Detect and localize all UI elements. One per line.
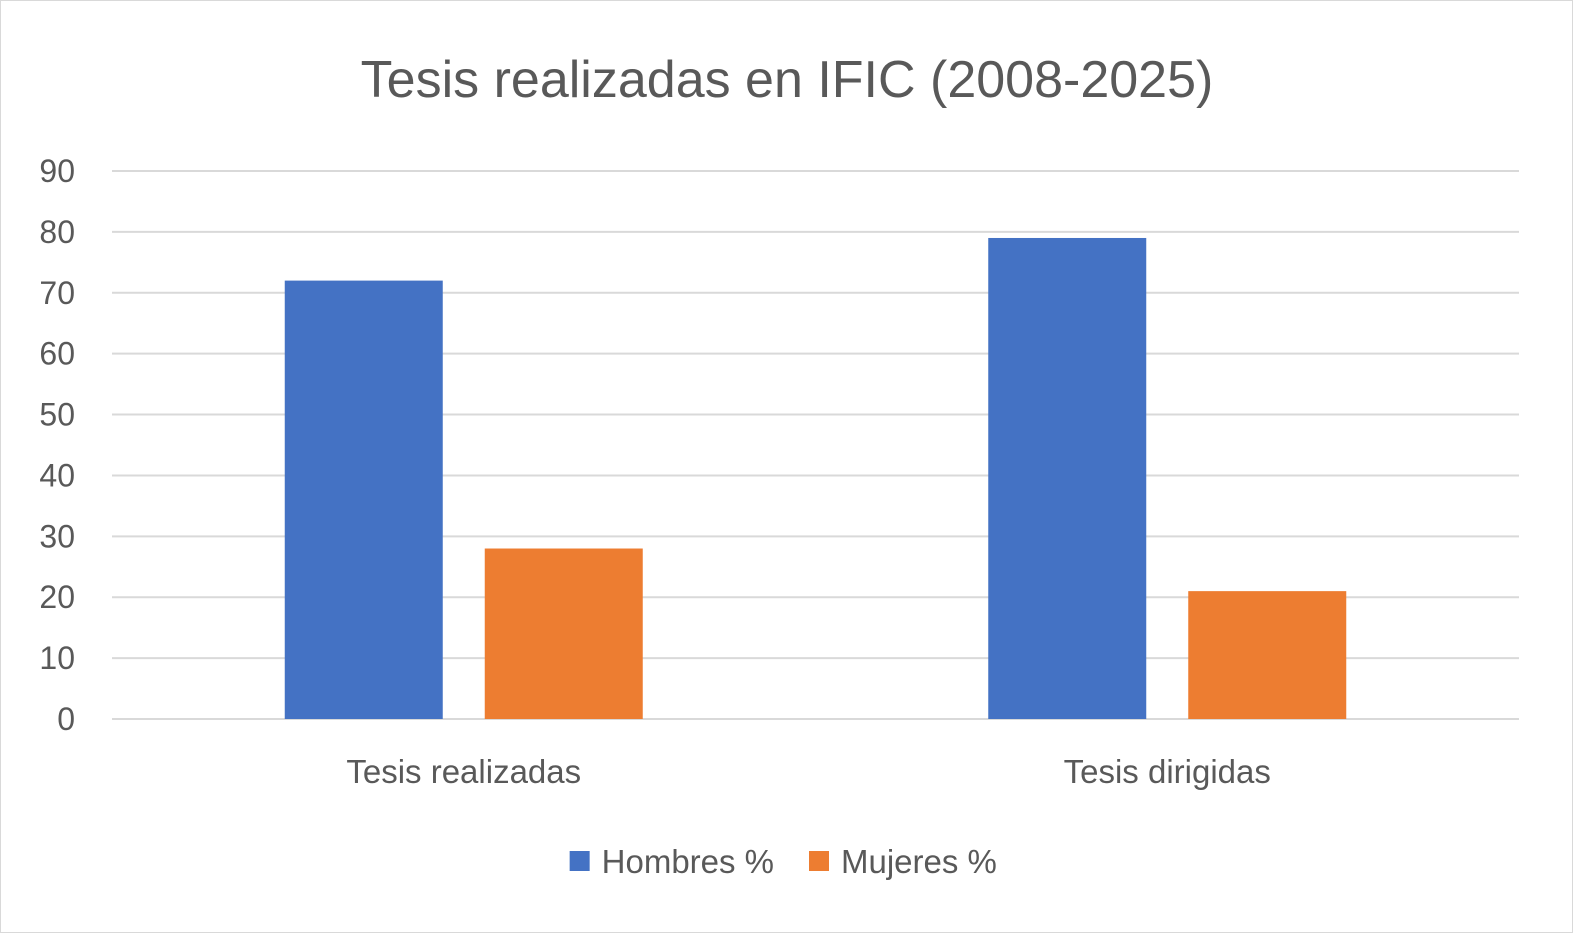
y-tick-label: 90 [39, 153, 75, 189]
bar-hombres-2 [988, 237, 1147, 719]
legend-label: Hombres % [602, 843, 774, 880]
legend: Hombres % Mujeres % [569, 843, 997, 880]
y-tick-label: 70 [39, 275, 75, 311]
legend-swatch [809, 851, 829, 871]
bar-mujeres-2 [1188, 591, 1347, 719]
y-tick-label: 10 [39, 640, 75, 676]
y-tick-label: 30 [39, 518, 75, 554]
bar-hombres-1 [284, 280, 443, 719]
legend-label: Mujeres % [841, 843, 997, 880]
y-axis-ticks: 0 10 20 30 40 50 60 70 80 90 [39, 153, 75, 737]
y-tick-label: 0 [57, 701, 75, 737]
bars [284, 237, 1347, 719]
y-tick-label: 40 [39, 457, 75, 493]
x-axis-categories: Tesis realizadas Tesis dirigidas [346, 753, 1271, 790]
y-tick-label: 50 [39, 397, 75, 433]
chart-title: Tesis realizadas en IFIC (2008-2025) [361, 51, 1214, 109]
x-category-label: Tesis dirigidas [1064, 753, 1271, 790]
x-category-label: Tesis realizadas [346, 753, 581, 790]
y-tick-label: 80 [39, 214, 75, 250]
y-tick-label: 20 [39, 579, 75, 615]
y-tick-label: 60 [39, 336, 75, 372]
bar-mujeres-1 [484, 548, 643, 719]
legend-swatch [569, 851, 590, 871]
